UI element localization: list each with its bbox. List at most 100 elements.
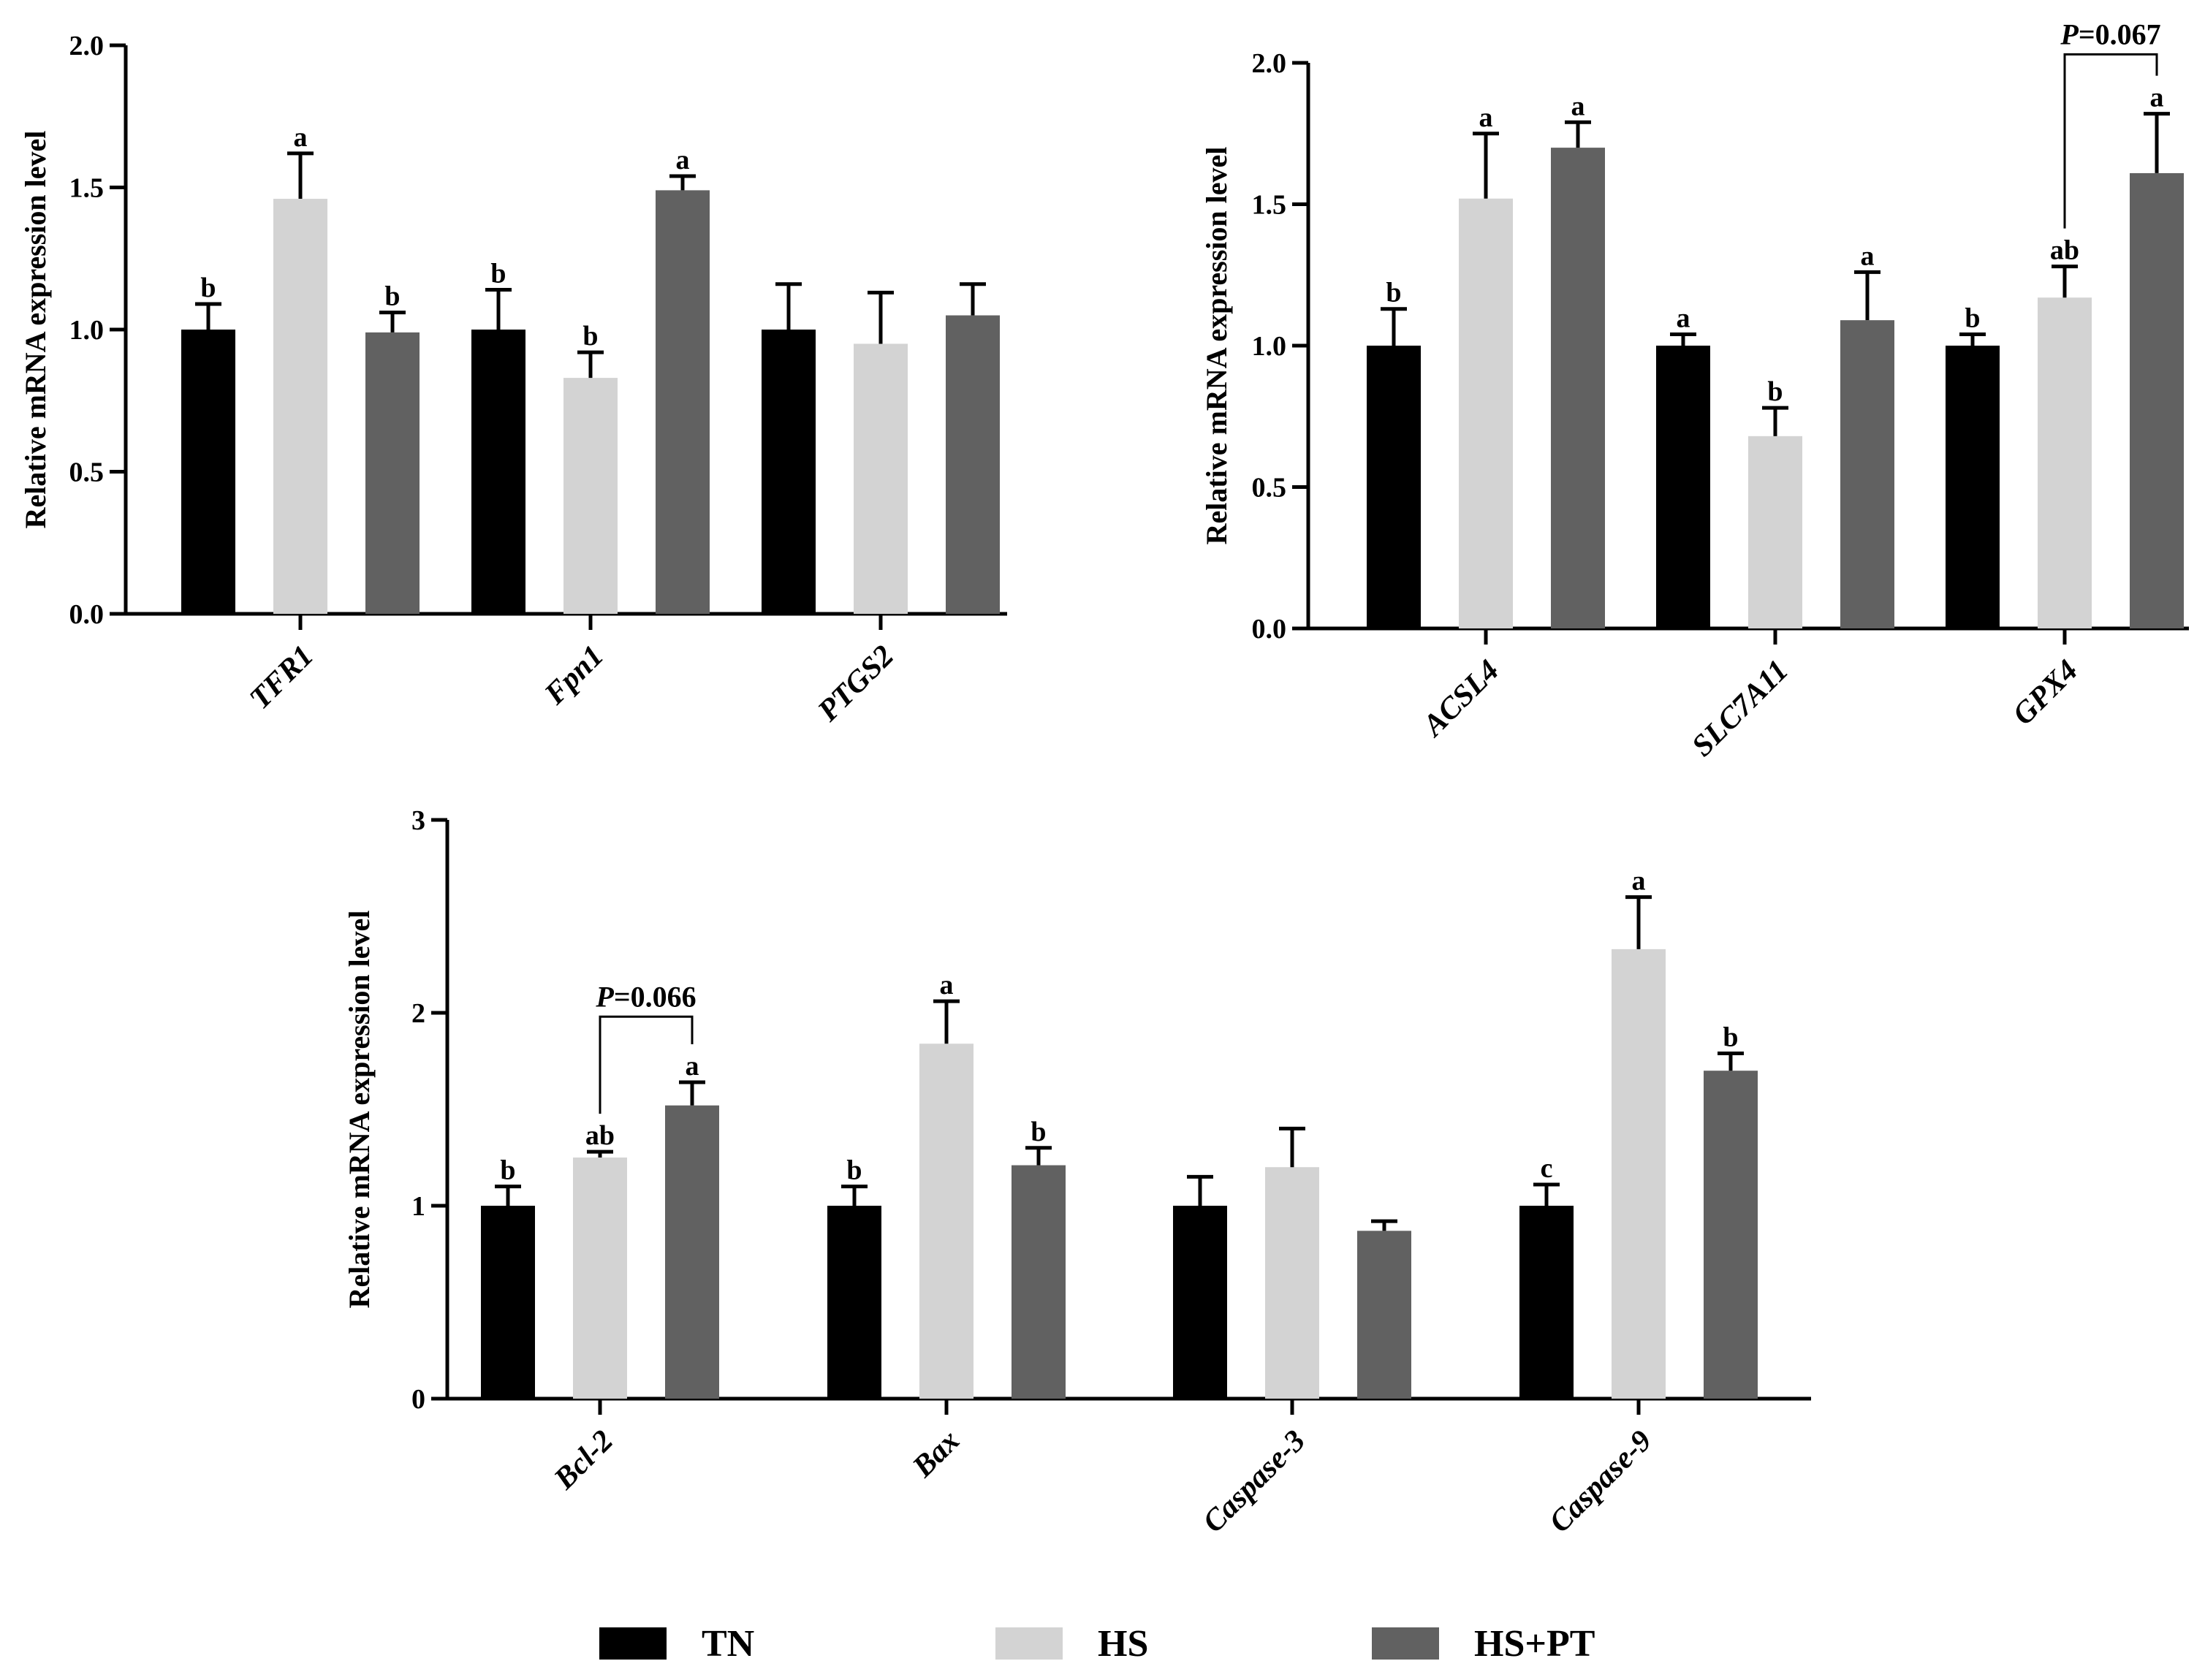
significance-letter: ab: [2050, 235, 2079, 266]
legend-swatch-tn: [599, 1627, 667, 1660]
y-tick-label: 1.5: [69, 173, 105, 204]
bar-ptgs2-hs: [854, 343, 908, 614]
significance-letter: a: [1571, 91, 1585, 121]
legend-label-hs-pt: HS+PT: [1474, 1623, 1595, 1665]
bar-fpn1-hs: [563, 378, 618, 614]
bar-caspase-9-hs-pt: [1704, 1071, 1758, 1399]
bar-acsl4-hs: [1459, 198, 1513, 628]
y-tick-label: 1: [411, 1191, 425, 1222]
significance-letter: b: [384, 281, 400, 312]
significance-letter: b: [1031, 1117, 1046, 1147]
bar-bcl-2-hs-pt: [665, 1105, 719, 1399]
bar-ptgs2-tn: [762, 330, 816, 614]
bar-tfr1-tn: [181, 330, 235, 614]
bar-acsl4-hs-pt: [1551, 148, 1605, 629]
category-label-tfr1: TFR1: [243, 639, 320, 716]
bar-caspase-9-hs: [1612, 949, 1666, 1399]
significance-letter: a: [1677, 303, 1690, 334]
significance-letter: c: [1541, 1153, 1553, 1184]
category-label-bax: Bax: [906, 1424, 966, 1485]
chart-panel-iron-metabolism: 0.0 0.5 1.0 1.5 2.0 Relative mRNA expression …: [19, 31, 1007, 729]
significance-letter: b: [200, 273, 216, 303]
bar-bax-tn: [827, 1206, 881, 1399]
p-value-text: =0.066: [614, 980, 697, 1013]
significance-letter: ab: [585, 1120, 615, 1151]
bar-caspase-3-hs-pt: [1357, 1231, 1411, 1399]
y-tick-label: 1.0: [1252, 331, 1287, 362]
bar-bax-hs: [919, 1044, 974, 1399]
bar-caspase-3-hs: [1265, 1167, 1319, 1399]
significance-letter: a: [940, 970, 954, 1000]
bar-tfr1-hs: [273, 199, 327, 614]
y-tick-label: 3: [411, 805, 425, 836]
y-tick-label: 0.0: [69, 599, 105, 630]
category-label-bcl-2: Bcl-2: [547, 1424, 620, 1497]
significance-letter: a: [686, 1051, 699, 1082]
significance-letter: a: [1479, 102, 1493, 133]
y-axis-title: Relative mRNA expression level: [343, 911, 376, 1309]
y-axis-title: Relative mRNA expression level: [1200, 147, 1233, 545]
p-value-label: P=0.066: [595, 980, 696, 1013]
y-tick-label: 1.0: [69, 315, 105, 346]
category-label-ptgs2: PTGS2: [811, 639, 900, 729]
p-value-symbol: P: [595, 980, 614, 1013]
bar-slc7a11-hs: [1748, 436, 1802, 628]
significance-letter: b: [1767, 376, 1783, 407]
legend-label-tn: TN: [702, 1623, 754, 1665]
chart-panel-ferroptosis: 0.0 0.5 1.0 1.5 2.0 Relative mRNA expression …: [1200, 18, 2189, 763]
legend-swatch-hs-pt: [1372, 1627, 1439, 1660]
significance-letter: b: [1965, 303, 1980, 334]
legend-label-hs: HS: [1098, 1623, 1148, 1665]
bar-fpn1-hs-pt: [656, 190, 710, 614]
bar-gpx4-hs-pt: [2130, 172, 2184, 628]
significance-letter: a: [676, 145, 690, 175]
bar-bcl-2-hs: [573, 1158, 627, 1399]
bar-slc7a11-hs-pt: [1840, 320, 1894, 628]
bar-fpn1-tn: [471, 330, 525, 614]
category-label-caspase-3: Caspase-3: [1196, 1424, 1312, 1540]
bar-slc7a11-tn: [1656, 346, 1710, 628]
significance-letter: b: [500, 1155, 515, 1186]
significance-letter: b: [1386, 278, 1401, 308]
significance-letter: a: [1861, 240, 1875, 271]
bar-bax-hs-pt: [1012, 1165, 1066, 1399]
bar-acsl4-tn: [1367, 346, 1421, 628]
significance-letter: b: [1723, 1022, 1738, 1052]
bar-tfr1-hs-pt: [365, 332, 420, 614]
bar-gpx4-tn: [1946, 346, 2000, 628]
p-value-bracket: [2063, 53, 2158, 229]
bar-caspase-9-tn: [1519, 1206, 1574, 1399]
category-label-fpn1: Fpn1: [538, 639, 610, 712]
category-label-gpx4: GPX4: [2006, 654, 2084, 732]
y-tick-label: 1.5: [1252, 190, 1287, 221]
significance-letter: b: [846, 1155, 862, 1186]
y-axis-title: Relative mRNA expression level: [19, 131, 52, 529]
y-tick-label: 0.5: [1252, 473, 1287, 503]
significance-letter: b: [582, 321, 598, 351]
bar-gpx4-hs: [2038, 297, 2092, 628]
y-tick-label: 0.0: [1252, 614, 1287, 645]
y-tick-label: 2.0: [1252, 48, 1287, 79]
significance-letter: a: [1632, 866, 1646, 897]
legend-swatch-hs: [995, 1627, 1063, 1660]
y-tick-label: 2: [411, 998, 425, 1029]
significance-letter: a: [294, 122, 308, 153]
significance-letter: a: [2150, 83, 2164, 113]
category-label-caspase-9: Caspase-9: [1543, 1424, 1658, 1540]
significance-letter: b: [490, 259, 506, 289]
category-label-acsl4: ACSL4: [1415, 654, 1506, 745]
y-tick-label: 0.5: [69, 457, 105, 488]
y-tick-label: 2.0: [69, 31, 105, 61]
chart-legend: TN HS HS+PT: [599, 1623, 1595, 1665]
bar-ptgs2-hs-pt: [946, 315, 1000, 614]
bar-caspase-3-tn: [1173, 1206, 1227, 1399]
category-label-slc7a11: SLC7A11: [1685, 654, 1795, 764]
p-value-label: P=0.067: [2060, 18, 2160, 50]
p-value-bracket: [599, 1015, 694, 1114]
bar-bcl-2-tn: [481, 1206, 535, 1399]
y-tick-label: 0: [411, 1384, 425, 1415]
p-value-text: =0.067: [2079, 18, 2161, 50]
p-value-symbol: P: [2060, 18, 2079, 50]
